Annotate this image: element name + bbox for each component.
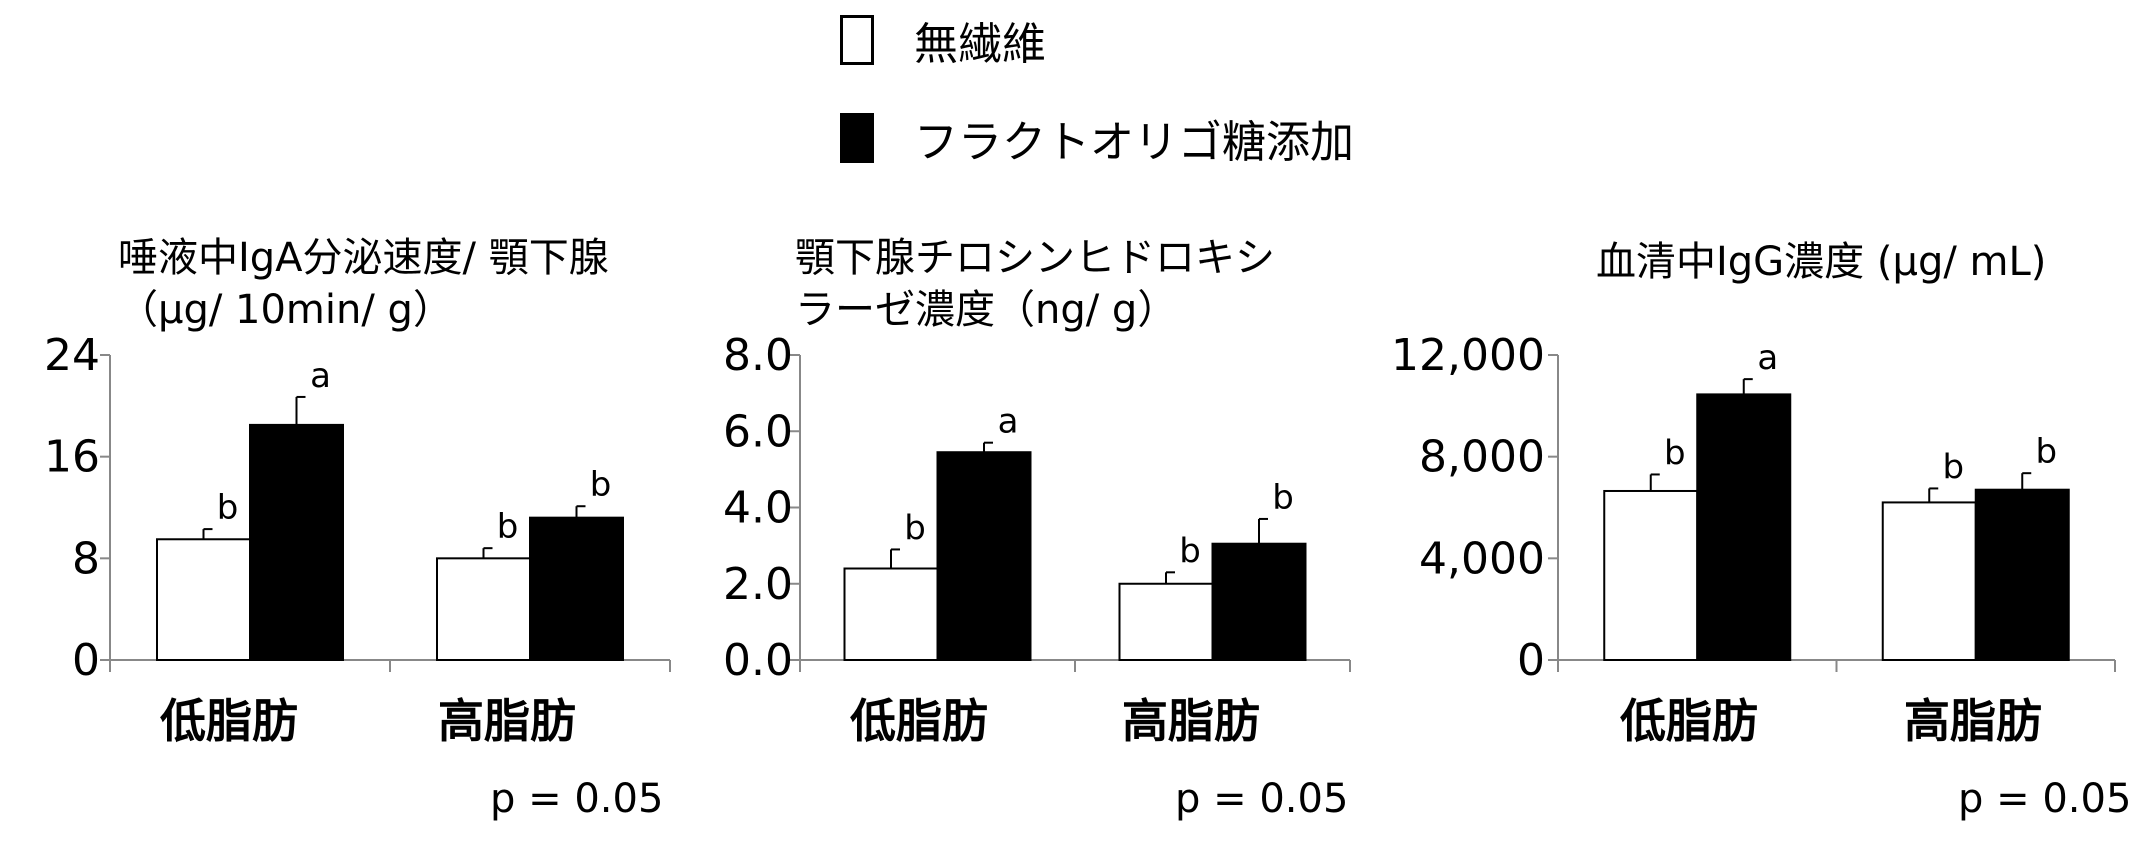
chart-1-significance-letter: b: [217, 488, 239, 528]
chart-2-y-tick-label: 0.0: [723, 635, 793, 686]
chart-1-bar-fos-2: [529, 516, 624, 662]
chart-2-y-tick-label: 2.0: [723, 559, 793, 610]
chart-3-y-tick-label: 12,000: [1391, 330, 1545, 381]
chart-3-category-label: 高脂肪: [1904, 694, 2042, 748]
legend-swatch-no-fiber: [840, 15, 874, 65]
chart-2-p-value: p = 0.05: [1175, 776, 1348, 822]
chart-3-significance-letter: b: [1664, 433, 1686, 473]
chart-1-bar-no-fiber-1: [156, 538, 251, 661]
chart-2-significance-letter: b: [1179, 531, 1201, 571]
legend-label-no-fiber: 無繊維: [914, 19, 1046, 70]
chart-1-y-tick-label: 0: [72, 635, 100, 686]
chart-3-title-line-1: 血清中IgG濃度 (μg/ mL): [1596, 239, 2047, 285]
chart-1-title-line-1: 唾液中IgA分泌速度/ 顎下腺: [118, 235, 609, 281]
chart-2-category-label: 低脂肪: [850, 694, 988, 748]
chart-1-title: 唾液中IgA分泌速度/ 顎下腺 （μg/ 10min/ g）: [118, 232, 609, 336]
chart-1-bar-no-fiber-2: [436, 557, 531, 661]
chart-1-category-label: 高脂肪: [438, 694, 576, 748]
chart-2-bar-no-fiber-2: [1118, 582, 1214, 661]
chart-1-y-tick-label: 16: [44, 432, 100, 483]
chart-2-significance-letter: b: [904, 508, 926, 548]
chart-1-significance-letter: b: [590, 465, 612, 505]
legend: 無繊維 フラクトオリゴ糖添加: [840, 10, 1354, 206]
chart-3-significance-letter: b: [1942, 447, 1964, 487]
chart-3-y-tick-label: 8,000: [1419, 432, 1545, 483]
chart-1-p-value: p = 0.05: [490, 776, 663, 822]
chart-1-significance-letter: a: [310, 356, 331, 396]
chart-2-y-tick-label: 4.0: [723, 483, 793, 534]
chart-3-significance-letter: b: [2035, 432, 2057, 472]
chart-2-y-tick-label: 6.0: [723, 406, 793, 457]
legend-item-fos: フラクトオリゴ糖添加: [840, 108, 1354, 168]
chart-3-bar-fos-2: [1974, 488, 2070, 662]
chart-3-bar-fos-1: [1696, 393, 1792, 661]
chart-3-significance-letter: a: [1757, 338, 1778, 378]
chart-3-category-label: 低脂肪: [1620, 694, 1758, 748]
chart-1-y-tick-label: 24: [44, 330, 100, 381]
chart-3-title: 血清中IgG濃度 (μg/ mL): [1596, 236, 2046, 288]
legend-swatch-fos: [840, 113, 874, 163]
chart-2-significance-letter: a: [998, 402, 1019, 442]
chart-2-category-label: 高脂肪: [1122, 694, 1260, 748]
chart-1-title-line-2: （μg/ 10min/ g）: [118, 287, 453, 333]
chart-1-bar-fos-1: [249, 423, 344, 662]
chart-2-bar-fos-1: [936, 451, 1032, 661]
chart-3-bar-no-fiber-2: [1881, 501, 1977, 661]
chart-1-category-label: 低脂肪: [160, 694, 298, 748]
chart-1-y-tick-label: 8: [72, 533, 100, 584]
chart-3-bar-no-fiber-1: [1603, 489, 1699, 661]
chart-2-title-line-2: ラーゼ濃度（ng/ g）: [795, 287, 1178, 333]
chart-2-bar-no-fiber-1: [843, 567, 939, 661]
chart-3-y-tick-label: 4,000: [1419, 533, 1545, 584]
chart-1-significance-letter: b: [497, 507, 519, 547]
legend-item-no-fiber: 無繊維: [840, 10, 1354, 70]
chart-3-p-value: p = 0.05: [1958, 776, 2131, 822]
chart-2-title-line-1: 顎下腺チロシンヒドロキシ: [795, 235, 1275, 281]
chart-3-y-tick-label: 0: [1517, 635, 1545, 686]
chart-2-bar-fos-2: [1211, 542, 1307, 661]
chart-2-y-tick-label: 8.0: [723, 330, 793, 381]
legend-label-fos: フラクトオリゴ糖添加: [914, 117, 1354, 168]
chart-2-title: 顎下腺チロシンヒドロキシ ラーゼ濃度（ng/ g）: [795, 232, 1275, 336]
chart-2-significance-letter: b: [1272, 478, 1294, 518]
